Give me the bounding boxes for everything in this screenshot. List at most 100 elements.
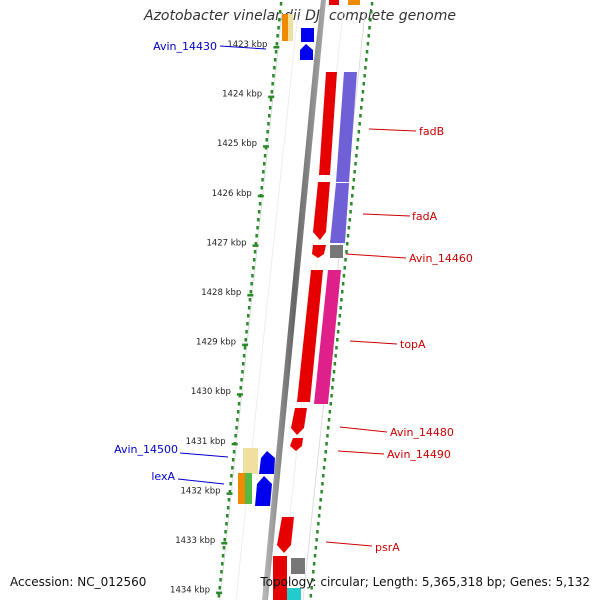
ring-dot-right xyxy=(310,586,313,590)
ring-dot-left xyxy=(270,90,274,94)
ring-dot-right xyxy=(328,410,332,414)
ring-dot-right xyxy=(326,434,329,438)
ring-dot-left xyxy=(228,490,232,494)
ring-dot-left xyxy=(252,266,255,270)
ring-dot-right xyxy=(342,274,346,278)
ring-dot-right xyxy=(339,306,342,310)
kbp-ruler: 1423 kbp 1424 kbp 1425 kbp 1426 kbp 1427 kbp… xyxy=(170,40,280,596)
ruler-tick xyxy=(221,542,228,545)
label-avin14460: Avin_14460 xyxy=(409,252,473,265)
ring-dot-right xyxy=(361,90,365,94)
ruler-label: 1430 kbp xyxy=(191,387,231,397)
genome-backbone xyxy=(262,0,326,600)
ring-dot-left xyxy=(221,562,224,566)
ring-dot-right xyxy=(320,490,323,494)
ring-dot-right xyxy=(311,578,314,582)
ring-dot-right xyxy=(350,202,353,206)
ring-dot-right xyxy=(356,138,360,142)
ring-dot-left xyxy=(256,226,259,230)
ruler-label: 1434 kbp xyxy=(170,586,210,596)
left-track-border xyxy=(219,11,283,600)
inner-track-left-border xyxy=(235,11,299,600)
ring-dot-left xyxy=(275,42,279,46)
gene-lexA-orange xyxy=(238,473,245,504)
gene-lexA-green xyxy=(245,473,252,504)
ring-dot-left xyxy=(239,386,242,390)
ring-dot-left xyxy=(251,274,254,278)
accession-text: Accession: NC_012560 xyxy=(10,575,147,589)
gene-psrA xyxy=(277,517,294,553)
leader-topA xyxy=(349,340,398,345)
ring-dot-left xyxy=(219,578,222,582)
ring-dot-left xyxy=(242,362,245,366)
ring-dot-right xyxy=(316,530,319,534)
ring-dot-left xyxy=(238,394,242,398)
ring-dot-left xyxy=(252,258,256,262)
ring-dot-left xyxy=(250,282,253,286)
leader-avin14460 xyxy=(345,253,407,259)
ring-dot-right xyxy=(332,370,336,374)
ring-dot-left xyxy=(249,290,253,294)
ring-dot-left xyxy=(241,370,244,374)
ring-dot-left xyxy=(266,130,269,134)
ring-dot-right xyxy=(315,538,318,542)
ring-dot-right xyxy=(321,482,324,486)
ring-dot-left xyxy=(226,514,229,518)
ring-dot-right xyxy=(309,594,313,598)
ring-dot-right xyxy=(369,18,372,22)
ring-dot-left xyxy=(276,34,279,38)
ring-dot-right xyxy=(364,66,367,70)
ring-dot-left xyxy=(217,594,221,598)
gene-topA xyxy=(297,270,323,402)
ruler-label: 1432 kbp xyxy=(180,486,220,496)
gene-fadA-cog xyxy=(330,183,349,243)
ring-dot-right xyxy=(341,282,345,286)
ruler-tick xyxy=(216,591,223,595)
ring-dot-right xyxy=(333,362,337,366)
ring-dot-right xyxy=(318,506,322,510)
ring-dot-left xyxy=(218,586,221,590)
ring-dot-right xyxy=(365,50,369,54)
ring-dot-left xyxy=(254,242,258,246)
ring-dot-right xyxy=(351,194,354,198)
ruler-label: 1425 kbp xyxy=(217,139,257,149)
ring-dot-left xyxy=(234,434,237,438)
ring-dot-left xyxy=(274,50,278,54)
ring-dot-left xyxy=(237,402,241,406)
ring-dot-right xyxy=(346,234,350,238)
ring-dot-left xyxy=(223,538,226,542)
ruler-label: 1429 kbp xyxy=(196,338,236,348)
gene-fadA xyxy=(313,182,330,240)
ring-dot-left xyxy=(257,210,261,214)
ring-dot-right xyxy=(327,418,331,422)
ring-dot-right xyxy=(336,338,339,342)
ruler-tick xyxy=(263,145,269,148)
gene-avin14430-orange xyxy=(282,14,292,41)
ring-dot-left xyxy=(229,482,232,486)
ring-dot-left xyxy=(247,314,250,318)
ring-dot-left xyxy=(236,418,239,422)
ring-dot-right xyxy=(357,130,361,134)
ring-dot-left xyxy=(260,186,263,190)
ring-dot-left xyxy=(263,162,266,166)
gene-features xyxy=(238,0,360,600)
ring-dot-left xyxy=(255,234,258,238)
ring-dot-right xyxy=(355,146,359,150)
ring-dot-left xyxy=(278,10,282,14)
ring-dot-left xyxy=(279,2,283,6)
leader-avin14500 xyxy=(179,452,229,458)
ring-dot-right xyxy=(317,514,321,518)
gene-lexA-blue xyxy=(255,476,272,506)
ring-dot-right xyxy=(331,386,334,390)
ring-dot-right xyxy=(345,250,348,254)
ring-dot-right xyxy=(370,2,374,6)
ring-dot-right xyxy=(368,26,371,30)
ring-dot-left xyxy=(277,26,280,30)
ring-dot-right xyxy=(360,98,364,102)
ring-dot-right xyxy=(340,298,343,302)
ring-dot-right xyxy=(370,10,373,14)
ruler-tick xyxy=(257,194,264,198)
ring-dot-left xyxy=(227,498,231,502)
gene-avin14490 xyxy=(290,438,303,451)
ring-dot-right xyxy=(324,450,327,454)
